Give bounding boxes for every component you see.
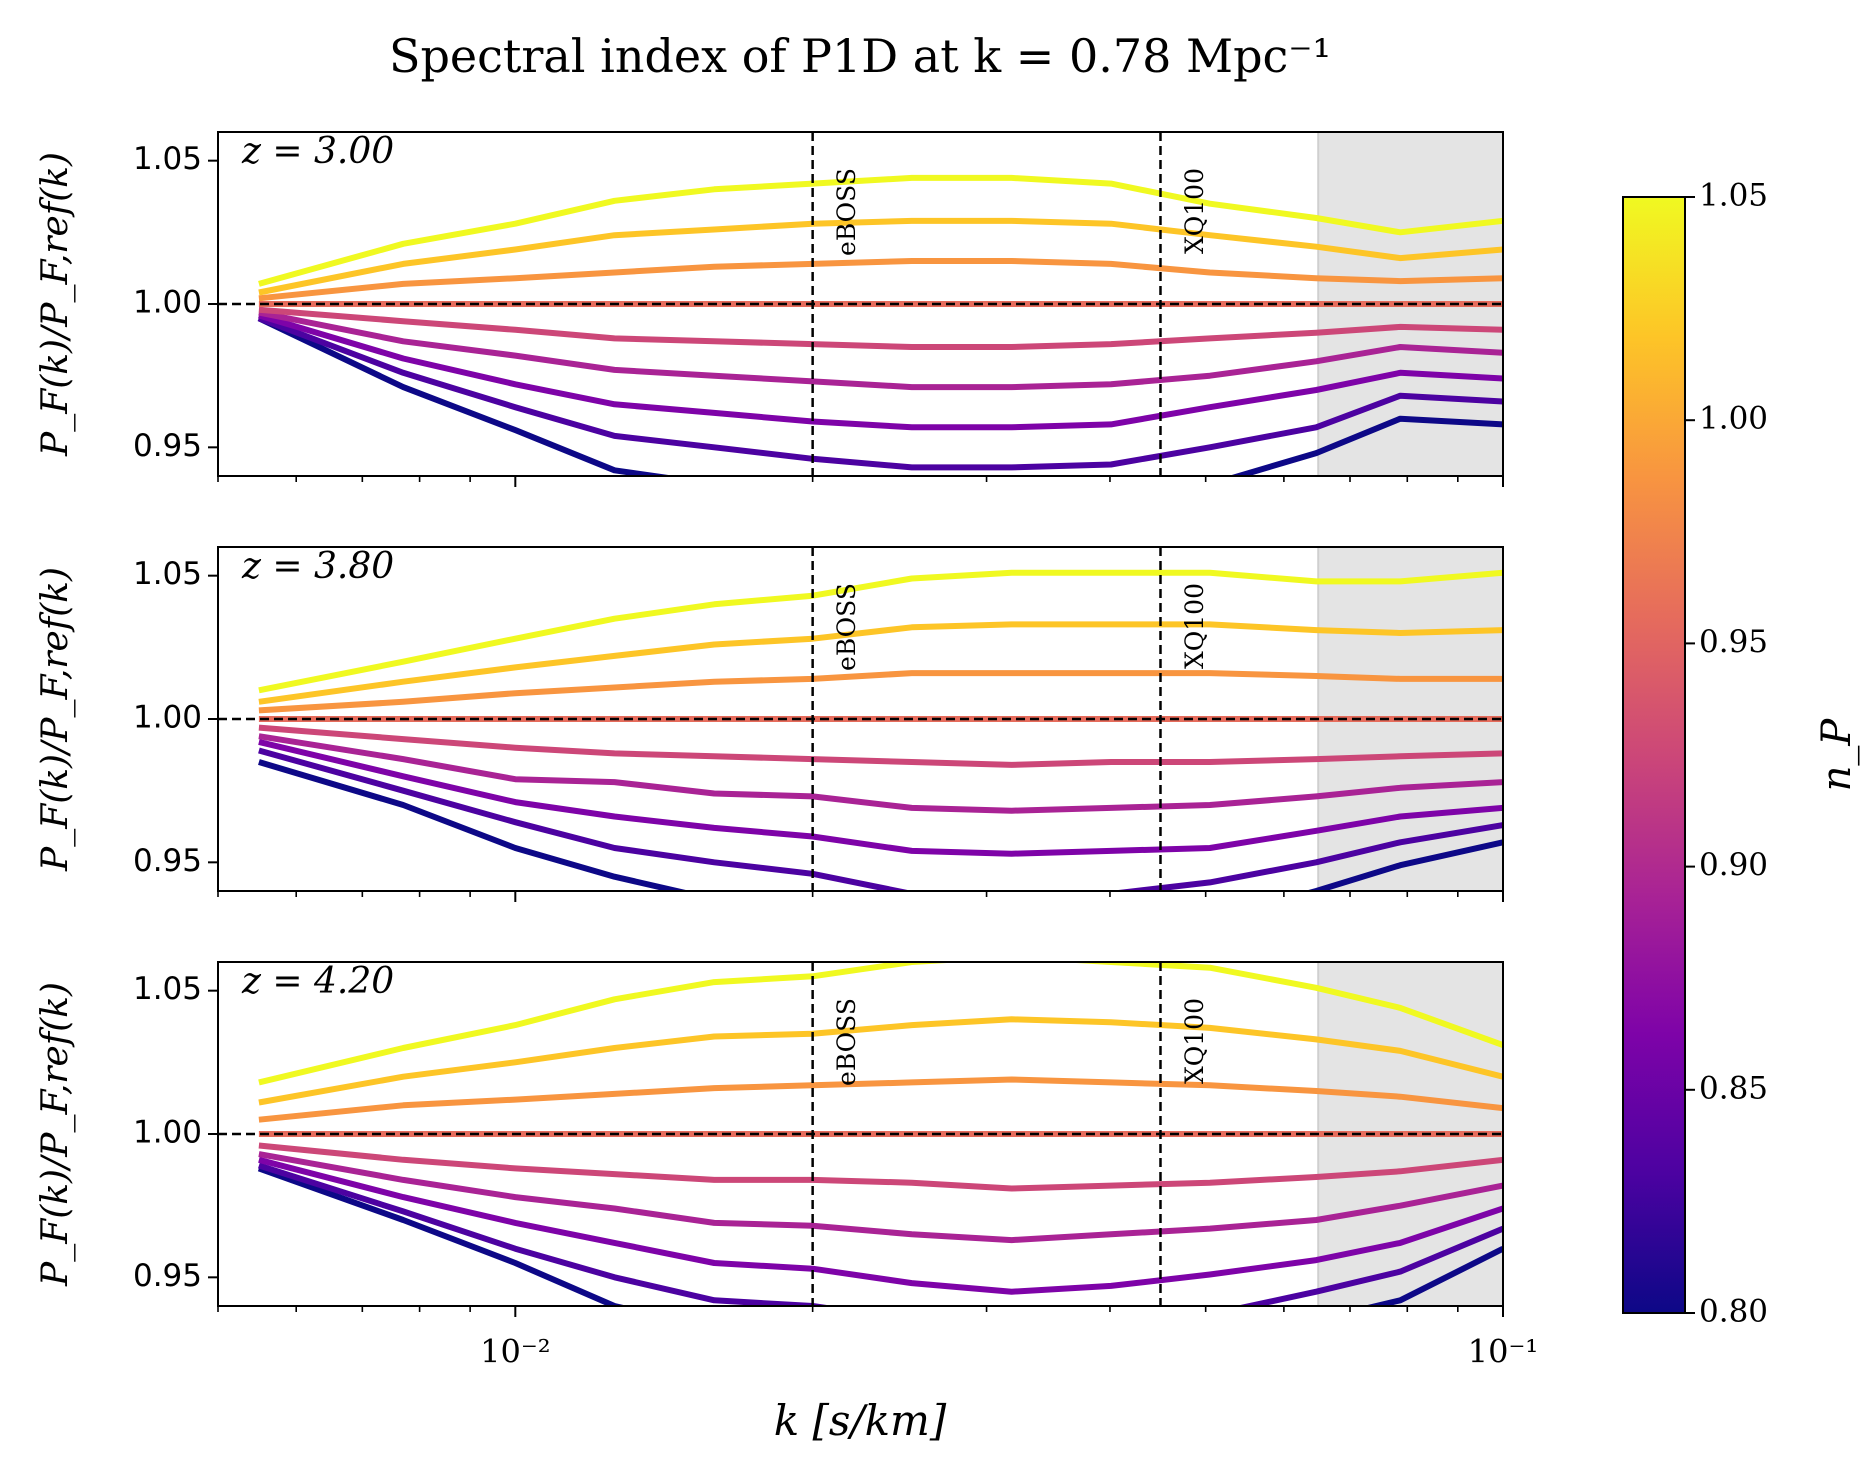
y-axis-label: P_F(k)/P_F,ref(k): [35, 567, 76, 872]
colorbar-tick-label: 1.00: [1699, 401, 1768, 437]
series-line: [257, 315, 1503, 476]
x-tick-label: 10⁻²: [480, 1333, 550, 1371]
series-line: [258, 747, 1503, 891]
series-line: [258, 174, 1503, 287]
series-line: [258, 1156, 1503, 1295]
series-line: [258, 962, 1503, 1086]
vertical-line-label: eBOSS: [832, 583, 861, 671]
series-line: [257, 1165, 1503, 1306]
panel-annotation: z = 3.80: [241, 546, 394, 587]
y-tick-label: 0.95: [133, 428, 202, 464]
series-line: [258, 217, 1503, 296]
figure-title: Spectral index of P1D at k = 0.78 Mpc⁻¹: [389, 29, 1331, 83]
series-line: [257, 315, 1503, 471]
y-axis-label: P_F(k)/P_F,ref(k): [35, 982, 76, 1287]
vertical-line-label: eBOSS: [832, 998, 861, 1086]
colorbar-tick-label: 0.95: [1699, 624, 1768, 660]
y-tick-label: 1.05: [133, 141, 202, 177]
colorbar: [1622, 196, 1686, 1314]
series-line: [258, 738, 1503, 857]
x-axis-label: k [s/km]: [774, 1396, 947, 1445]
y-tick-label: 1.00: [133, 1115, 202, 1151]
series-line: [258, 1142, 1503, 1192]
vertical-line-label: XQ100: [1180, 168, 1209, 254]
colorbar-tick-label: 0.80: [1699, 1294, 1768, 1330]
plot-area: [218, 547, 1503, 891]
series-line: [258, 306, 1503, 350]
plot-area: [218, 132, 1503, 476]
vertical-line-label: XQ100: [1180, 583, 1209, 669]
series-line: [258, 309, 1503, 391]
series-line: [258, 759, 1503, 891]
panel-annotation: z = 4.20: [241, 961, 394, 1002]
series-line: [258, 670, 1503, 714]
series-line: [258, 569, 1503, 694]
plot-area: [218, 962, 1503, 1306]
series-line: [258, 1076, 1503, 1123]
panel-annotation: z = 3.00: [241, 131, 394, 172]
y-axis-label: P_F(k)/P_F,ref(k): [35, 152, 76, 457]
series-line: [257, 1162, 1503, 1306]
series-line: [258, 724, 1503, 768]
vertical-line-label: eBOSS: [832, 168, 861, 256]
vertical-line-label: XQ100: [1180, 998, 1209, 1084]
colorbar-label: n_P: [1814, 718, 1860, 792]
colorbar-tick-label: 0.90: [1699, 847, 1768, 883]
y-tick-label: 1.05: [133, 556, 202, 592]
y-tick-label: 1.05: [133, 971, 202, 1007]
y-tick-label: 1.00: [133, 285, 202, 321]
y-tick-label: 0.95: [133, 843, 202, 879]
series-line: [258, 312, 1503, 431]
series-line: [258, 1151, 1503, 1244]
colorbar-tick-label: 1.05: [1699, 178, 1768, 214]
series-line: [258, 258, 1503, 302]
y-tick-label: 0.95: [133, 1258, 202, 1294]
x-tick-label: 10⁻¹: [1468, 1333, 1538, 1371]
colorbar-tick-label: 0.85: [1699, 1070, 1768, 1106]
series-line: [258, 733, 1503, 814]
series-line: [258, 621, 1503, 705]
y-tick-label: 1.00: [133, 700, 202, 736]
series-line: [258, 1016, 1503, 1106]
